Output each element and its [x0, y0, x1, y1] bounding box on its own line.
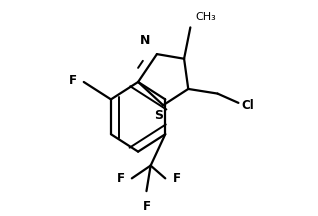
Text: N: N — [140, 34, 151, 47]
Text: F: F — [142, 200, 150, 213]
Text: Cl: Cl — [242, 99, 254, 112]
Text: F: F — [173, 172, 181, 185]
Text: CH₃: CH₃ — [196, 12, 216, 22]
Text: F: F — [68, 74, 76, 87]
Text: S: S — [155, 109, 163, 122]
Text: F: F — [116, 172, 125, 185]
